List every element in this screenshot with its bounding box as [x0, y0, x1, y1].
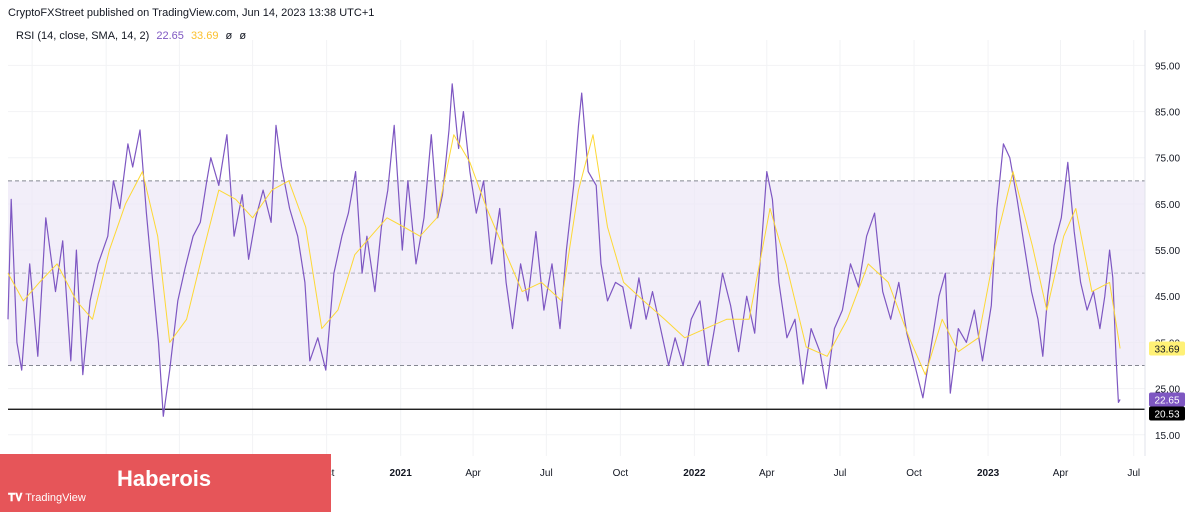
- tradingview-logo-text: TradingView: [25, 492, 86, 504]
- time-tick-label: 2022: [683, 468, 706, 479]
- price-tick-label: 25.00: [1155, 385, 1180, 396]
- ma-value: 33.69: [190, 30, 219, 42]
- price-labels: 33.69 22.65 20.53: [1149, 341, 1185, 421]
- rsi-ma-line: [7, 134, 1121, 376]
- price-tick-label: 45.00: [1155, 292, 1180, 303]
- rsi-value: 22.65: [156, 30, 184, 42]
- time-tick-label: Apr: [1053, 468, 1069, 479]
- support-price-badge-bg: [1149, 406, 1185, 421]
- tradingview-logo: 𝐓𝐕 TradingView: [8, 492, 86, 505]
- indicator-legend[interactable]: RSI (14, close, SMA, 14, 2) 22.65 33.69 …: [16, 30, 250, 42]
- support-price-badge: 20.53: [1154, 409, 1179, 420]
- ma-price-badge-bg: [1149, 341, 1185, 356]
- time-tick-label: 2023: [977, 468, 1000, 479]
- price-tick-label: 75.00: [1155, 154, 1180, 165]
- series-lines: [7, 83, 1121, 417]
- ma-price-badge: 33.69: [1154, 344, 1179, 355]
- price-tick-label: 65.00: [1155, 200, 1180, 211]
- rsi-price-badge: 22.65: [1154, 395, 1179, 406]
- legend-extra-1: ø: [225, 30, 233, 42]
- time-tick-label: Jul: [834, 468, 847, 479]
- time-tick-label: Oct: [906, 468, 922, 479]
- price-tick-label: 85.00: [1155, 108, 1180, 119]
- watermark-banner: Haberois 𝐓𝐕 TradingView: [0, 454, 331, 512]
- rsi-price-badge-bg: [1149, 392, 1185, 407]
- indicator-name: RSI (14, close, SMA, 14, 2): [16, 30, 150, 42]
- watermark-text: Haberois: [117, 466, 212, 491]
- time-tick-label: 2021: [390, 468, 413, 479]
- price-tick-label: 55.00: [1155, 246, 1180, 257]
- time-tick-label: Apr: [465, 468, 481, 479]
- time-tick-label: Oct: [613, 468, 629, 479]
- price-axis: 95.0085.0075.0065.0055.0045.0035.0025.00…: [1144, 30, 1180, 456]
- legend-extra-2: ø: [239, 30, 247, 42]
- price-tick-label: 15.00: [1155, 431, 1180, 442]
- time-tick-label: Jul: [1127, 468, 1140, 479]
- tradingview-icon: 𝐓𝐕: [8, 492, 23, 504]
- price-tick-label: 95.00: [1155, 61, 1180, 72]
- time-tick-label: Jul: [540, 468, 553, 479]
- time-tick-label: Apr: [759, 468, 775, 479]
- published-header: CryptoFXStreet published on TradingView.…: [8, 7, 375, 19]
